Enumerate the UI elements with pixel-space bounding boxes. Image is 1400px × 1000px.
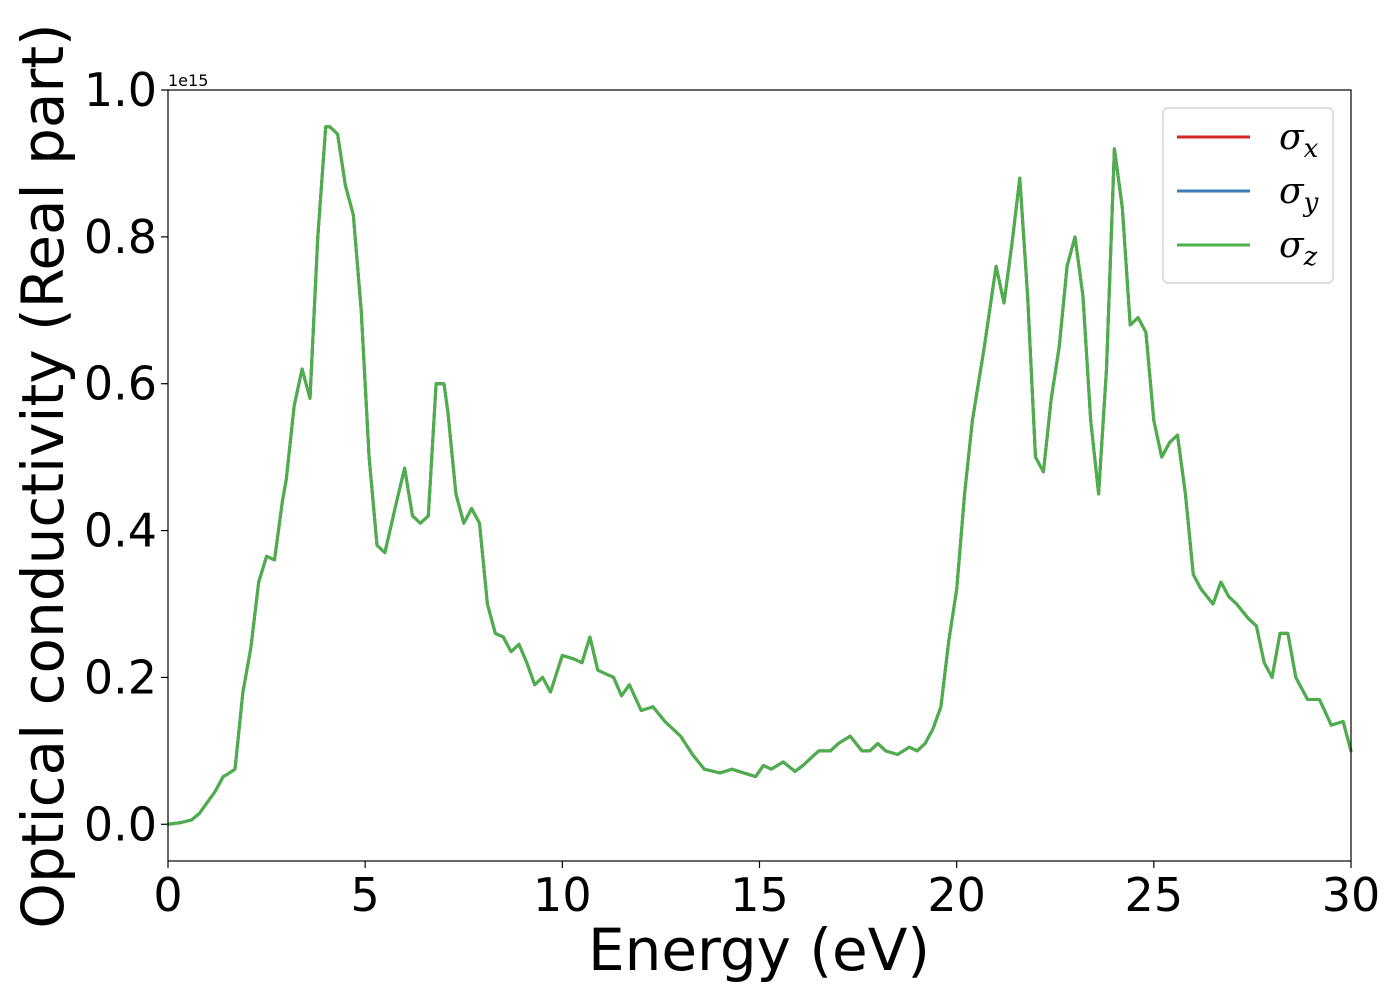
y-tick-label: 0.4 [84, 504, 157, 558]
plot-frame [167, 89, 1352, 862]
x-tick-label: 5 [351, 868, 380, 922]
y-tick-label: 0.2 [84, 650, 157, 704]
y-tick-label: 0.8 [84, 210, 157, 264]
y-tick-label: 1.0 [84, 63, 157, 117]
legend-label-z: σz [1279, 225, 1318, 272]
legend-subscript: y [1303, 188, 1319, 218]
x-tick-label: 30 [1322, 868, 1381, 922]
legend-symbol: σ [1279, 117, 1305, 158]
x-tick-label: 20 [927, 868, 986, 922]
plot-background [168, 90, 1351, 861]
y-tick-label: 0.0 [84, 797, 157, 851]
x-tick-label: 10 [533, 868, 592, 922]
x-tick-label: 15 [730, 868, 789, 922]
legend-box [1162, 107, 1334, 284]
legend-subscript: z [1303, 242, 1318, 272]
legend-label-y: σy [1279, 171, 1319, 218]
y-tick-label: 0.6 [84, 357, 157, 411]
y-ticks: 0.0 0.2 0.4 0.6 0.8 1.0 [84, 63, 168, 851]
legend-subscript: x [1304, 134, 1319, 164]
x-axis-label: Energy (eV) [588, 916, 930, 984]
x-tick-label: 0 [153, 868, 182, 922]
series-lines [166, 125, 1353, 826]
x-tick-label: 25 [1125, 868, 1184, 922]
series-line-z [166, 125, 1353, 826]
legend-label-x: σx [1279, 117, 1319, 164]
y-offset-label: 1e15 [168, 71, 208, 90]
legend-symbol: σ [1279, 171, 1305, 212]
x-ticks: 0 5 10 15 20 25 30 [153, 861, 1380, 922]
y-axis-label: Optical conductivity (Real part) [9, 23, 77, 928]
legend-symbol: σ [1279, 225, 1305, 266]
